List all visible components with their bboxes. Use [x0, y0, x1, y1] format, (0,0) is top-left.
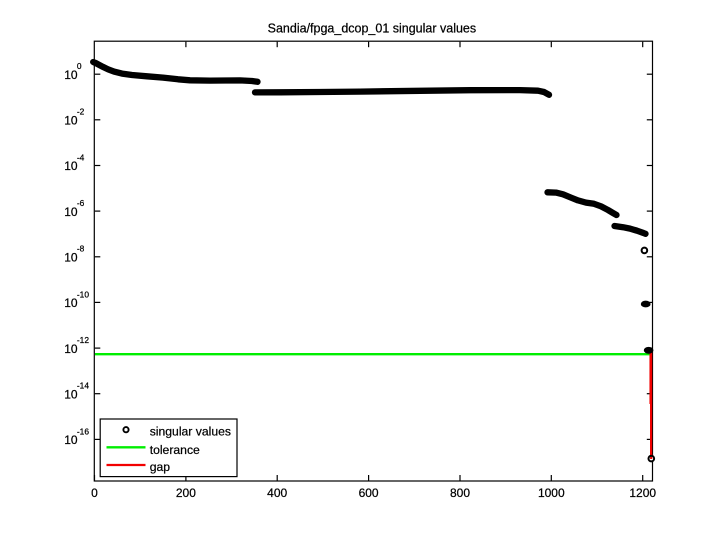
svg-text:1200: 1200 [629, 486, 656, 500]
svg-text:-8: -8 [77, 244, 85, 254]
svg-text:200: 200 [176, 486, 196, 500]
svg-text:1000: 1000 [538, 486, 565, 500]
svg-text:800: 800 [450, 486, 470, 500]
svg-text:-4: -4 [77, 152, 85, 162]
svg-text:10: 10 [64, 159, 78, 173]
svg-text:-16: -16 [77, 426, 89, 436]
svg-text:10: 10 [64, 68, 78, 82]
svg-text:10: 10 [64, 296, 78, 310]
svg-text:10: 10 [64, 114, 78, 128]
svg-text:10: 10 [64, 433, 78, 447]
svg-text:600: 600 [359, 486, 379, 500]
svg-text:10: 10 [64, 205, 78, 219]
svg-text:0: 0 [91, 486, 98, 500]
svg-text:10: 10 [64, 342, 78, 356]
svg-text:Sandia/fpga_dcop_01 singular v: Sandia/fpga_dcop_01 singular values [268, 22, 477, 36]
svg-text:tolerance: tolerance [150, 443, 200, 457]
svg-text:gap: gap [150, 460, 171, 474]
svg-text:-6: -6 [77, 198, 85, 208]
svg-text:400: 400 [267, 486, 287, 500]
svg-text:-12: -12 [77, 335, 89, 345]
svg-text:10: 10 [64, 387, 78, 401]
svg-text:-14: -14 [77, 381, 89, 391]
svg-text:10: 10 [64, 251, 78, 265]
svg-text:-2: -2 [77, 107, 85, 117]
svg-text:singular values: singular values [150, 425, 231, 439]
svg-text:-10: -10 [77, 289, 89, 299]
svg-text:0: 0 [77, 61, 82, 71]
